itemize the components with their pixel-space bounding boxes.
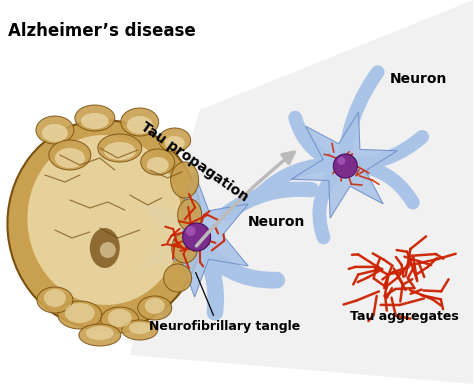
- Polygon shape: [141, 173, 248, 297]
- Ellipse shape: [159, 128, 191, 152]
- Circle shape: [100, 242, 116, 258]
- Ellipse shape: [58, 301, 102, 329]
- Ellipse shape: [138, 296, 172, 320]
- Ellipse shape: [98, 134, 142, 162]
- Ellipse shape: [172, 233, 198, 263]
- Ellipse shape: [101, 307, 139, 333]
- Ellipse shape: [178, 199, 201, 231]
- Polygon shape: [130, 0, 473, 384]
- Text: Alzheimer’s disease: Alzheimer’s disease: [8, 22, 196, 40]
- Ellipse shape: [27, 135, 182, 305]
- Ellipse shape: [36, 116, 74, 144]
- Ellipse shape: [49, 140, 91, 170]
- Ellipse shape: [75, 105, 115, 131]
- Ellipse shape: [147, 157, 169, 173]
- Text: Neurofibrillary tangle: Neurofibrillary tangle: [149, 320, 300, 333]
- Ellipse shape: [127, 116, 153, 134]
- Circle shape: [186, 226, 196, 236]
- Ellipse shape: [141, 149, 174, 175]
- Ellipse shape: [108, 309, 132, 327]
- Text: Neuron: Neuron: [247, 215, 305, 229]
- Ellipse shape: [44, 289, 66, 307]
- Ellipse shape: [79, 324, 121, 346]
- Ellipse shape: [164, 136, 185, 150]
- Ellipse shape: [121, 108, 159, 136]
- Ellipse shape: [129, 322, 151, 334]
- Ellipse shape: [42, 124, 68, 142]
- Ellipse shape: [145, 298, 164, 314]
- Text: Tau propagation: Tau propagation: [138, 119, 251, 204]
- Ellipse shape: [55, 148, 85, 168]
- Ellipse shape: [164, 264, 191, 292]
- Text: Neuron: Neuron: [389, 72, 447, 86]
- Ellipse shape: [104, 142, 136, 160]
- Ellipse shape: [171, 162, 199, 198]
- Ellipse shape: [81, 113, 109, 129]
- Circle shape: [182, 223, 210, 251]
- Ellipse shape: [90, 228, 120, 268]
- Ellipse shape: [65, 303, 95, 323]
- Ellipse shape: [122, 320, 158, 340]
- Circle shape: [337, 157, 346, 165]
- Ellipse shape: [8, 120, 202, 330]
- Ellipse shape: [37, 287, 73, 313]
- Circle shape: [333, 154, 357, 178]
- Text: Tau aggregates: Tau aggregates: [350, 310, 459, 323]
- Polygon shape: [292, 112, 397, 218]
- Ellipse shape: [86, 326, 114, 340]
